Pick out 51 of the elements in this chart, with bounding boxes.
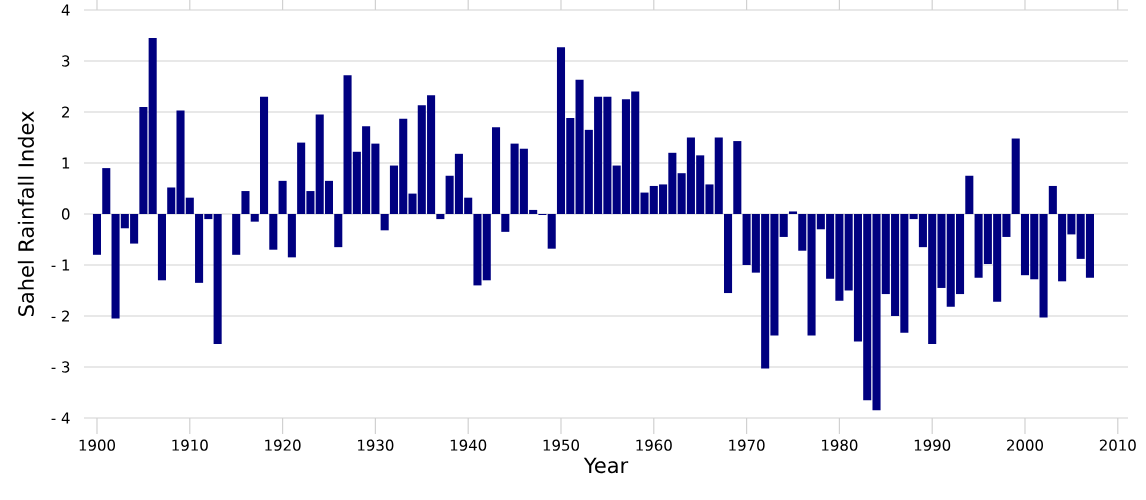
y-tick-label: 4 bbox=[61, 4, 70, 16]
bar bbox=[287, 214, 296, 258]
bar bbox=[250, 214, 259, 222]
x-tick-label: 2010 bbox=[1099, 439, 1136, 451]
bar bbox=[260, 96, 269, 214]
bar bbox=[779, 214, 788, 237]
x-tick-label: 1960 bbox=[636, 439, 672, 451]
y-tick-label: - 3 bbox=[51, 361, 70, 373]
bar bbox=[139, 106, 148, 214]
bar bbox=[102, 168, 111, 214]
x-tick-label: 2000 bbox=[1007, 439, 1044, 451]
x-tick-label: 1950 bbox=[543, 439, 580, 451]
bar bbox=[213, 214, 222, 345]
x-tick-label: 1980 bbox=[822, 439, 858, 451]
bar bbox=[1048, 185, 1057, 214]
y-tick-label: - 1 bbox=[51, 259, 70, 271]
bar bbox=[1011, 138, 1020, 214]
x-tick-label: 1910 bbox=[172, 439, 208, 451]
bar bbox=[148, 38, 157, 214]
y-tick-label: - 2 bbox=[51, 310, 69, 322]
bar bbox=[380, 214, 389, 231]
bar bbox=[1039, 214, 1048, 318]
bar bbox=[788, 211, 798, 214]
y-tick-label: - 4 bbox=[51, 412, 70, 424]
y-axis-title: Sahel Rainfall Index bbox=[17, 111, 34, 316]
bar bbox=[241, 191, 250, 214]
x-tick-label: 1930 bbox=[358, 439, 394, 451]
x-tick-label: 1940 bbox=[450, 439, 487, 451]
bar bbox=[92, 214, 102, 255]
bar bbox=[798, 214, 807, 251]
y-tick-label: 1 bbox=[62, 157, 70, 169]
bar bbox=[724, 214, 733, 294]
y-tick-label: 3 bbox=[62, 55, 70, 67]
bar bbox=[436, 214, 445, 220]
x-tick-label: 1920 bbox=[265, 439, 301, 451]
bar bbox=[501, 214, 510, 232]
bar bbox=[733, 141, 742, 214]
x-tick-label: 1900 bbox=[79, 439, 115, 451]
bar bbox=[547, 214, 556, 249]
bar bbox=[269, 214, 278, 250]
y-tick-label: 0 bbox=[61, 208, 70, 220]
x-axis-title: Year bbox=[583, 457, 629, 474]
bar bbox=[278, 180, 287, 214]
bar bbox=[232, 214, 241, 255]
bar bbox=[965, 175, 974, 214]
bar bbox=[492, 127, 501, 214]
bar bbox=[334, 214, 343, 248]
x-tick-label: 1990 bbox=[914, 439, 951, 451]
y-tick-label: 2 bbox=[62, 106, 69, 118]
x-tick-label: 1970 bbox=[729, 439, 765, 451]
bar bbox=[157, 214, 166, 281]
